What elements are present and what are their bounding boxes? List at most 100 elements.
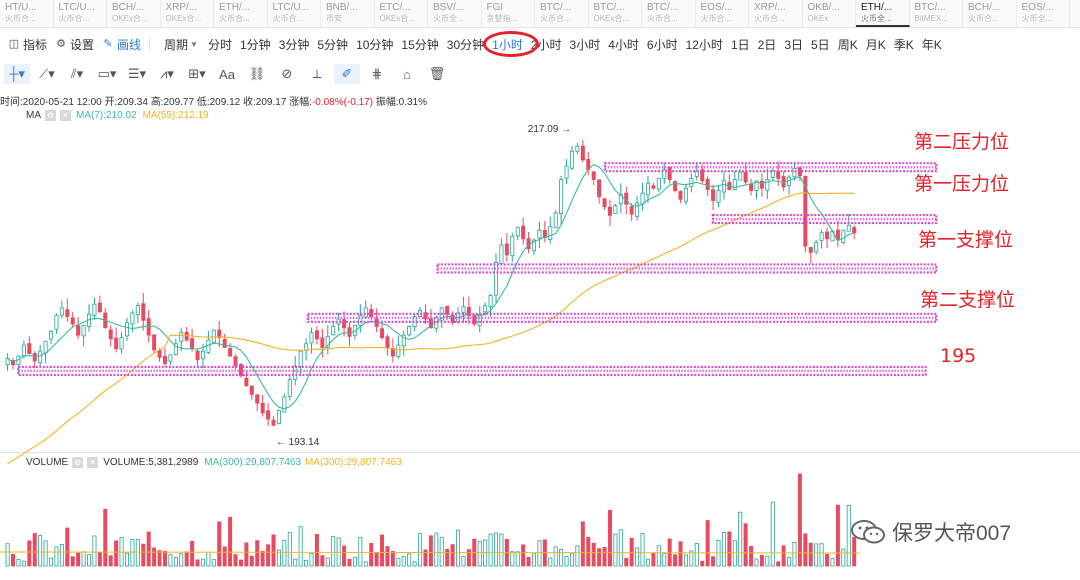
pane-divider[interactable] xyxy=(0,452,1080,453)
period-option[interactable]: 3小时 xyxy=(569,37,601,52)
candle-body xyxy=(255,394,260,404)
period-selector[interactable]: 周期 xyxy=(164,37,189,52)
ma55-value: MA(55):212.19 xyxy=(142,110,209,121)
symbol-tab[interactable]: BNB/... 币安 xyxy=(321,0,375,27)
volume-settings-icon[interactable]: ⚙ xyxy=(72,457,84,468)
symbol-tab[interactable]: HT/U... 火币合... xyxy=(0,0,54,27)
candle-body xyxy=(309,332,314,344)
symbol-tab[interactable]: ETC/... OKEx合... xyxy=(375,0,428,27)
symbol-tab[interactable]: LTC/U... 火币合... xyxy=(268,0,321,27)
candle-body xyxy=(119,337,124,350)
volume-bar xyxy=(59,544,64,567)
draw-button[interactable]: ✎ 画线 xyxy=(102,36,141,53)
ma-name: MA xyxy=(26,110,41,121)
symbol-tab[interactable]: BTC/... 火币合... xyxy=(535,0,589,27)
period-option[interactable]: 1分钟 xyxy=(240,37,271,52)
wave-icon[interactable]: ⩘▾ xyxy=(160,66,174,81)
period-option[interactable]: 3日 xyxy=(784,37,803,52)
period-option[interactable]: 分时 xyxy=(207,37,232,52)
symbol-tab[interactable]: XRP/... 火币合... xyxy=(749,0,803,27)
symbol-tab[interactable]: BTC/... BitMEX... xyxy=(910,0,963,27)
symbol-tab[interactable]: EOS/... 火币合... xyxy=(696,0,749,27)
volume-bar xyxy=(499,533,504,567)
volume-bar xyxy=(352,556,357,567)
lock-icon[interactable]: ⌂ xyxy=(403,66,411,82)
candle-body xyxy=(363,307,368,318)
candle-body xyxy=(705,179,710,190)
period-option[interactable]: 周K xyxy=(837,37,858,52)
symbol-tab[interactable]: FGI 贪婪指... xyxy=(482,0,535,27)
symbol-tab-bar: HT/U... 火币合... LTC/U... 火币合... BCH/... OKEx合.… xyxy=(0,0,1080,28)
period-option[interactable]: 1小时 xyxy=(492,37,523,52)
settings-button[interactable]: ⚙ 设置 xyxy=(55,36,94,53)
ruler-icon[interactable]: ⟂ xyxy=(312,66,322,81)
volume-bar xyxy=(276,549,281,567)
volume-bar xyxy=(390,551,395,567)
volume-bar xyxy=(835,504,840,567)
period-option[interactable]: 1日 xyxy=(730,37,750,52)
indicator-button[interactable]: ◫ 指标 xyxy=(8,36,47,53)
pen-icon[interactable]: ✐ xyxy=(334,64,360,84)
crosshair-icon[interactable]: ┼▾ xyxy=(4,64,30,84)
period-option[interactable]: 季K xyxy=(893,37,914,52)
volume-bar xyxy=(200,558,205,567)
candle-body xyxy=(114,337,119,350)
chevron-down-icon[interactable]: ▼ xyxy=(190,39,198,49)
candle-body xyxy=(504,243,509,256)
symbol-tab[interactable]: BTC/... 火币合... xyxy=(642,0,696,27)
period-option[interactable]: 5分钟 xyxy=(317,37,349,52)
open-value: 209.34 xyxy=(117,97,148,108)
magnet-icon[interactable]: ⊘ xyxy=(281,66,293,81)
volume-bar xyxy=(304,559,309,567)
period-option[interactable]: 4小时 xyxy=(608,37,639,52)
volume-close-icon[interactable]: ✕ xyxy=(87,457,99,468)
period-option[interactable]: 6小时 xyxy=(646,37,678,52)
period-option[interactable]: 10分钟 xyxy=(356,37,394,52)
period-option[interactable]: 年K xyxy=(921,37,942,52)
period-option[interactable]: 3分钟 xyxy=(278,37,310,52)
ma-close-icon[interactable]: ✕ xyxy=(60,110,71,121)
candle-body xyxy=(678,191,683,200)
horizontal-lines-icon[interactable]: ☰▾ xyxy=(127,66,147,81)
trend-line-icon[interactable]: ⟋▾ xyxy=(39,66,55,81)
symbol-tab[interactable]: BCH/... OKEx合... xyxy=(107,0,161,27)
volume-bar xyxy=(21,560,26,567)
period-option[interactable]: 2日 xyxy=(757,37,777,52)
annotation-support-2: 第二支撑位 xyxy=(920,289,1016,311)
volume-bar xyxy=(439,536,444,567)
symbol-tab[interactable]: BCH/... 火币合... xyxy=(963,0,1017,27)
period-option[interactable]: 15分钟 xyxy=(401,37,439,52)
symbol-tab[interactable]: BTC/... OKEx合... xyxy=(589,0,642,27)
fib-icon[interactable]: ⛓ xyxy=(248,66,266,81)
candle-body xyxy=(472,315,477,325)
symbol-tab[interactable]: BSV/... 火币全... xyxy=(428,0,482,27)
period-option[interactable]: 12小时 xyxy=(685,37,723,52)
candle-body xyxy=(190,338,195,350)
symbol-tab[interactable]: ETH/... 火币合... xyxy=(214,0,268,27)
volume-bar xyxy=(162,550,167,567)
volume-bar xyxy=(287,532,292,567)
symbol-tab[interactable]: OKB/... OKEx xyxy=(803,0,856,27)
symbol-exchange: 火币合... xyxy=(647,14,678,23)
rectangle-icon[interactable]: ▭▾ xyxy=(97,66,117,81)
symbol-tab[interactable]: ETH/... 火币全... xyxy=(856,0,910,27)
trash-icon[interactable]: 🗑 xyxy=(428,66,446,81)
text-icon[interactable]: Aa xyxy=(219,66,235,82)
period-option[interactable]: 月K xyxy=(865,37,886,52)
measure-icon[interactable]: ⊞▾ xyxy=(188,66,206,81)
volume-bar xyxy=(179,553,184,567)
volume-bar xyxy=(238,559,243,567)
bars-pattern-icon[interactable]: ⋕ xyxy=(371,66,383,81)
parallel-lines-icon[interactable]: ⫽▾ xyxy=(70,66,84,81)
symbol-tab[interactable]: XRP/... OKEx合... xyxy=(161,0,214,27)
symbol-pair: ETC/... xyxy=(379,2,411,13)
volume-bar xyxy=(103,508,108,567)
symbol-tab[interactable]: LTC/U... 火币合... xyxy=(54,0,107,27)
period-option[interactable]: 5日 xyxy=(811,37,830,52)
symbol-tab[interactable]: EOS/... 火币全... xyxy=(1017,0,1070,27)
ma-settings-icon[interactable]: ⚙ xyxy=(45,110,56,121)
change-value: -0.08%(-0.17) xyxy=(311,97,374,108)
period-option[interactable]: 30分钟 xyxy=(446,37,485,52)
candle-body xyxy=(390,348,395,357)
